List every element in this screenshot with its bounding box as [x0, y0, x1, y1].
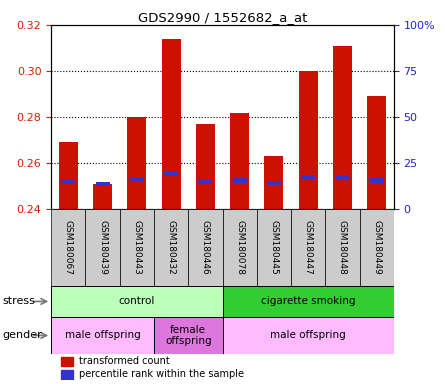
Text: GSM180432: GSM180432	[166, 220, 176, 275]
Bar	[96, 182, 109, 186]
Text: GSM180448: GSM180448	[338, 220, 347, 275]
Text: gender: gender	[2, 330, 42, 341]
Bar	[154, 209, 188, 286]
Bar	[233, 179, 247, 182]
Bar	[222, 209, 257, 286]
Bar	[162, 39, 181, 209]
Text: male offspring: male offspring	[270, 330, 346, 341]
Text: male offspring: male offspring	[65, 330, 141, 341]
Bar	[196, 124, 215, 209]
Bar	[301, 175, 315, 179]
Bar	[51, 209, 85, 286]
Text: GSM180445: GSM180445	[269, 220, 279, 275]
Bar	[360, 209, 394, 286]
Text: stress: stress	[2, 296, 35, 306]
Text: cigarette smoking: cigarette smoking	[261, 296, 356, 306]
Text: GSM180449: GSM180449	[372, 220, 381, 275]
Bar	[127, 117, 146, 209]
Bar	[164, 172, 178, 175]
Bar	[61, 370, 73, 379]
Bar	[367, 96, 386, 209]
Text: GSM180447: GSM180447	[303, 220, 313, 275]
Text: GDS2990 / 1552682_a_at: GDS2990 / 1552682_a_at	[138, 11, 307, 24]
Bar	[325, 209, 360, 286]
Bar	[85, 209, 120, 286]
Bar	[51, 317, 154, 354]
Text: transformed count: transformed count	[79, 356, 170, 366]
Bar	[230, 113, 249, 209]
Text: control: control	[119, 296, 155, 306]
Bar	[198, 180, 212, 184]
Text: GSM180439: GSM180439	[98, 220, 107, 275]
Bar	[61, 180, 75, 184]
Text: GSM180446: GSM180446	[201, 220, 210, 275]
Bar	[51, 286, 223, 317]
Bar	[370, 179, 384, 182]
Bar	[336, 175, 349, 179]
Bar	[333, 46, 352, 209]
Text: female
offspring: female offspring	[165, 324, 211, 346]
Text: percentile rank within the sample: percentile rank within the sample	[79, 369, 243, 379]
Bar	[188, 209, 222, 286]
Bar	[267, 181, 281, 185]
Bar	[61, 357, 73, 366]
Bar	[257, 209, 291, 286]
Bar	[59, 142, 78, 209]
Bar	[299, 71, 318, 209]
Bar	[154, 317, 222, 354]
Text: GSM180078: GSM180078	[235, 220, 244, 275]
Bar	[120, 209, 154, 286]
Bar	[222, 317, 394, 354]
Bar	[264, 156, 283, 209]
Text: GSM180443: GSM180443	[132, 220, 142, 275]
Bar	[93, 184, 112, 209]
Text: GSM180067: GSM180067	[64, 220, 73, 275]
Bar	[222, 286, 394, 317]
Bar	[130, 177, 144, 181]
Bar	[291, 209, 325, 286]
